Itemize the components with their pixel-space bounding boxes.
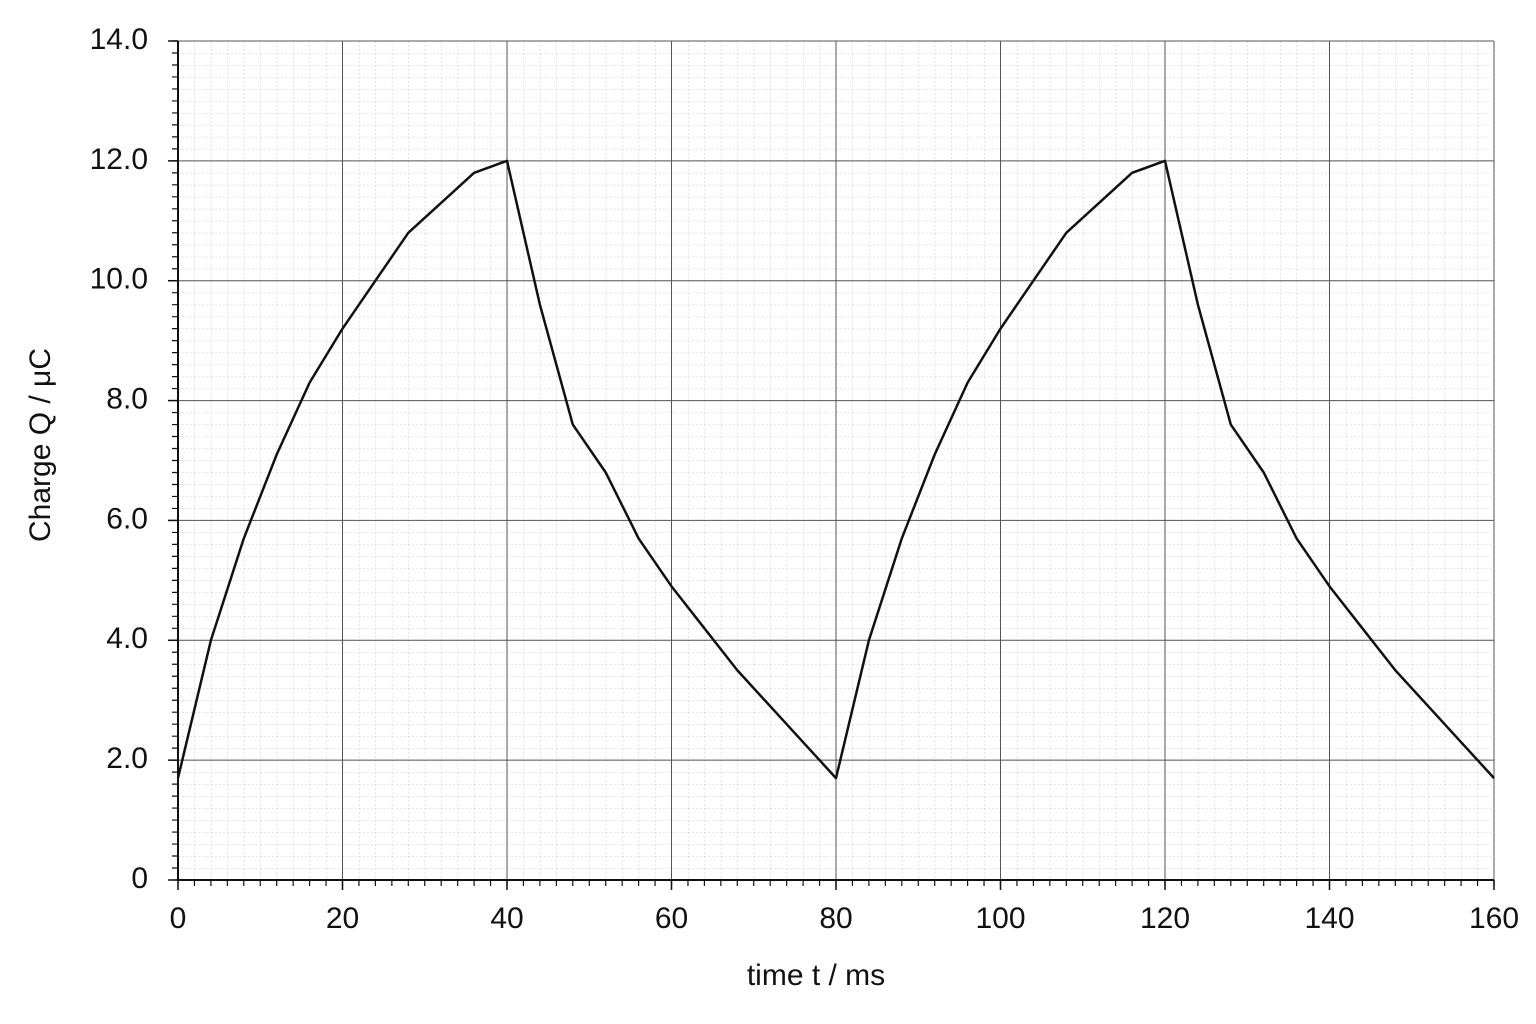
y-axis-label: Charge Q / μC [24,348,57,542]
x-tick-label: 160 [1469,902,1519,935]
y-tick-label: 4.0 [106,622,148,655]
x-tick-label: 100 [975,902,1025,935]
data-line [176,159,1495,780]
x-tick-label: 20 [326,902,359,935]
x-tick-label: 140 [1304,902,1354,935]
x-axis-label: time t / ms [747,959,885,992]
minor-ticks [172,40,1495,886]
y-tick-label: 12.0 [90,143,148,176]
y-tick-label: 6.0 [106,502,148,535]
x-tick-label: 80 [819,902,852,935]
x-tick-label: 120 [1140,902,1190,935]
y-tick-label: 0 [131,862,148,895]
y-tick-label: 14.0 [90,23,148,56]
x-tick-label: 60 [655,902,688,935]
y-tick-label: 10.0 [90,263,148,296]
y-tick-label: 2.0 [106,742,148,775]
x-tick-label: 0 [170,902,187,935]
x-tick-label: 40 [490,902,523,935]
y-tick-label: 8.0 [106,382,148,415]
